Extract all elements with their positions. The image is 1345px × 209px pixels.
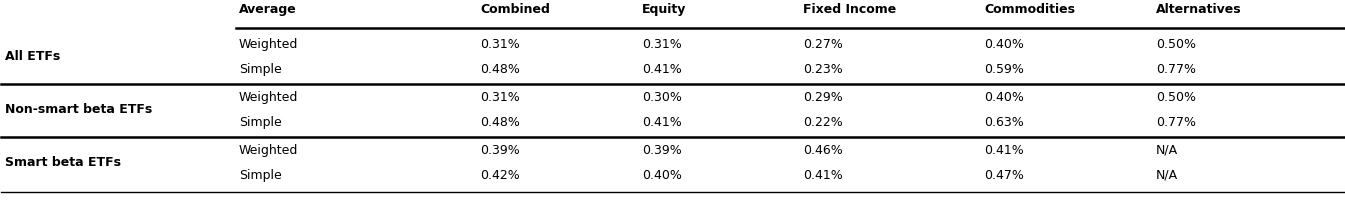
Text: 0.47%: 0.47% bbox=[985, 169, 1024, 182]
Text: 0.41%: 0.41% bbox=[985, 144, 1024, 157]
Text: 0.40%: 0.40% bbox=[642, 169, 682, 182]
Text: 0.40%: 0.40% bbox=[985, 38, 1024, 51]
Text: Average: Average bbox=[239, 3, 297, 16]
Text: Combined: Combined bbox=[480, 3, 550, 16]
Text: 0.41%: 0.41% bbox=[642, 116, 682, 129]
Text: 0.22%: 0.22% bbox=[803, 116, 842, 129]
Text: 0.31%: 0.31% bbox=[480, 91, 521, 104]
Text: 0.77%: 0.77% bbox=[1155, 62, 1196, 76]
Text: Simple: Simple bbox=[239, 116, 281, 129]
Text: N/A: N/A bbox=[1155, 169, 1178, 182]
Text: 0.41%: 0.41% bbox=[803, 169, 842, 182]
Text: 0.41%: 0.41% bbox=[642, 62, 682, 76]
Text: 0.48%: 0.48% bbox=[480, 62, 521, 76]
Text: 0.23%: 0.23% bbox=[803, 62, 842, 76]
Text: 0.39%: 0.39% bbox=[642, 144, 682, 157]
Text: 0.50%: 0.50% bbox=[1155, 38, 1196, 51]
Text: Simple: Simple bbox=[239, 62, 281, 76]
Text: 0.50%: 0.50% bbox=[1155, 91, 1196, 104]
Text: 0.27%: 0.27% bbox=[803, 38, 842, 51]
Text: Simple: Simple bbox=[239, 169, 281, 182]
Text: 0.39%: 0.39% bbox=[480, 144, 521, 157]
Text: All ETFs: All ETFs bbox=[5, 50, 61, 63]
Text: 0.48%: 0.48% bbox=[480, 116, 521, 129]
Text: 0.30%: 0.30% bbox=[642, 91, 682, 104]
Text: Non-smart beta ETFs: Non-smart beta ETFs bbox=[5, 103, 153, 116]
Text: 0.42%: 0.42% bbox=[480, 169, 521, 182]
Text: 0.40%: 0.40% bbox=[985, 91, 1024, 104]
Text: 0.63%: 0.63% bbox=[985, 116, 1024, 129]
Text: Weighted: Weighted bbox=[239, 144, 299, 157]
Text: 0.31%: 0.31% bbox=[480, 38, 521, 51]
Text: 0.29%: 0.29% bbox=[803, 91, 842, 104]
Text: Commodities: Commodities bbox=[985, 3, 1075, 16]
Text: 0.46%: 0.46% bbox=[803, 144, 842, 157]
Text: 0.59%: 0.59% bbox=[985, 62, 1024, 76]
Text: 0.31%: 0.31% bbox=[642, 38, 682, 51]
Text: Alternatives: Alternatives bbox=[1155, 3, 1241, 16]
Text: Weighted: Weighted bbox=[239, 38, 299, 51]
Text: Weighted: Weighted bbox=[239, 91, 299, 104]
Text: Smart beta ETFs: Smart beta ETFs bbox=[5, 156, 121, 169]
Text: Equity: Equity bbox=[642, 3, 686, 16]
Text: N/A: N/A bbox=[1155, 144, 1178, 157]
Text: Fixed Income: Fixed Income bbox=[803, 3, 896, 16]
Text: 0.77%: 0.77% bbox=[1155, 116, 1196, 129]
